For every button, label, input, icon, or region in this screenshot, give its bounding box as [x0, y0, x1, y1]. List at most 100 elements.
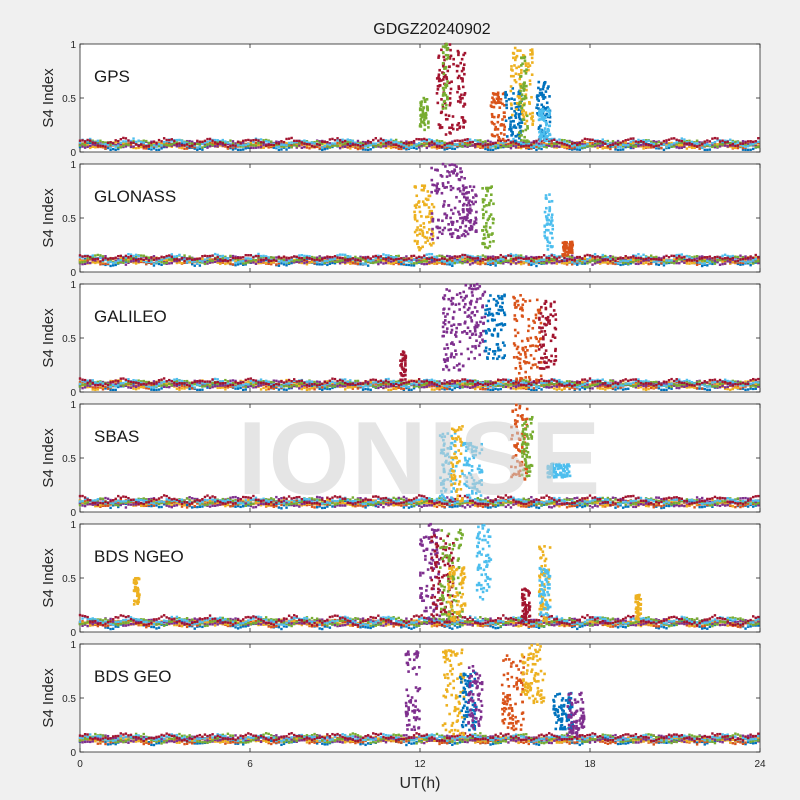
- data-point: [127, 142, 130, 145]
- data-point: [417, 146, 421, 149]
- data-point: [441, 107, 445, 110]
- data-point: [264, 144, 268, 147]
- data-point: [627, 138, 630, 141]
- data-point: [490, 193, 493, 197]
- data-point: [165, 258, 168, 261]
- data-point: [494, 141, 497, 145]
- data-point: [489, 199, 493, 202]
- data-point: [690, 260, 694, 264]
- data-point: [346, 138, 349, 141]
- data-point: [86, 261, 89, 264]
- data-point: [410, 256, 413, 259]
- data-point: [423, 123, 427, 127]
- data-point: [555, 260, 559, 263]
- data-point: [86, 144, 89, 147]
- data-point: [741, 146, 745, 150]
- data-point: [423, 139, 426, 143]
- data-point: [555, 262, 559, 265]
- data-point: [593, 260, 597, 263]
- data-point: [331, 137, 334, 141]
- data-point: [443, 257, 446, 261]
- data-point: [282, 258, 286, 262]
- data-point: [519, 129, 523, 133]
- data-point: [703, 263, 706, 267]
- data-point: [122, 258, 125, 261]
- data-point: [540, 140, 543, 143]
- data-point: [275, 143, 278, 146]
- data-point: [440, 191, 444, 195]
- data-point: [509, 262, 513, 266]
- data-point: [191, 258, 194, 261]
- data-point: [419, 101, 422, 104]
- data-point: [285, 258, 288, 262]
- data-point: [183, 147, 186, 150]
- data-point: [426, 190, 430, 193]
- data-point: [456, 123, 459, 127]
- data-point: [685, 142, 689, 145]
- data-point: [203, 144, 207, 148]
- data-point: [563, 140, 566, 143]
- data-point: [711, 257, 714, 260]
- data-point: [494, 264, 497, 267]
- data-point: [507, 145, 510, 148]
- data-point: [711, 260, 714, 264]
- data-point: [496, 93, 500, 97]
- data-point: [216, 259, 219, 263]
- data-point: [642, 147, 645, 150]
- data-point: [83, 141, 87, 145]
- data-point: [449, 188, 453, 192]
- data-point: [462, 63, 466, 66]
- data-point: [690, 261, 694, 265]
- data-point: [490, 112, 494, 116]
- data-point: [165, 261, 168, 264]
- data-point: [604, 261, 607, 264]
- data-point: [518, 82, 522, 86]
- data-point: [606, 142, 610, 146]
- data-point: [547, 228, 550, 232]
- data-point: [514, 146, 518, 149]
- data-point: [525, 119, 529, 123]
- data-point: [553, 256, 556, 259]
- data-point: [216, 261, 219, 264]
- data-point: [458, 258, 462, 261]
- data-point: [421, 233, 425, 237]
- data-point: [639, 140, 643, 143]
- data-point: [300, 143, 304, 146]
- data-point: [566, 253, 570, 257]
- data-point: [446, 259, 449, 262]
- data-point: [493, 128, 497, 131]
- data-point: [456, 260, 459, 263]
- data-point: [546, 134, 550, 138]
- data-point: [565, 139, 569, 143]
- data-point: [611, 258, 615, 261]
- data-point: [468, 263, 472, 266]
- data-point: [83, 255, 87, 258]
- data-point: [736, 144, 740, 147]
- data-point: [512, 56, 515, 60]
- data-point: [497, 142, 500, 145]
- data-point: [183, 259, 186, 263]
- data-point: [713, 144, 717, 147]
- data-point: [96, 261, 100, 264]
- data-point: [407, 147, 411, 151]
- data-point: [206, 146, 209, 149]
- data-point: [150, 260, 153, 264]
- data-point: [667, 146, 671, 150]
- data-point: [152, 147, 156, 150]
- data-point: [170, 253, 173, 256]
- data-point: [423, 128, 426, 132]
- data-point: [497, 258, 500, 262]
- data-point: [754, 253, 757, 257]
- data-point: [514, 141, 518, 144]
- data-point: [464, 196, 468, 200]
- data-point: [690, 144, 694, 148]
- data-point: [104, 141, 107, 144]
- data-point: [402, 141, 406, 145]
- data-point: [468, 258, 472, 262]
- data-point: [479, 262, 482, 266]
- data-point: [356, 147, 360, 151]
- data-point: [242, 388, 245, 392]
- data-point: [497, 114, 501, 117]
- data-point: [101, 143, 105, 147]
- data-point: [524, 96, 528, 100]
